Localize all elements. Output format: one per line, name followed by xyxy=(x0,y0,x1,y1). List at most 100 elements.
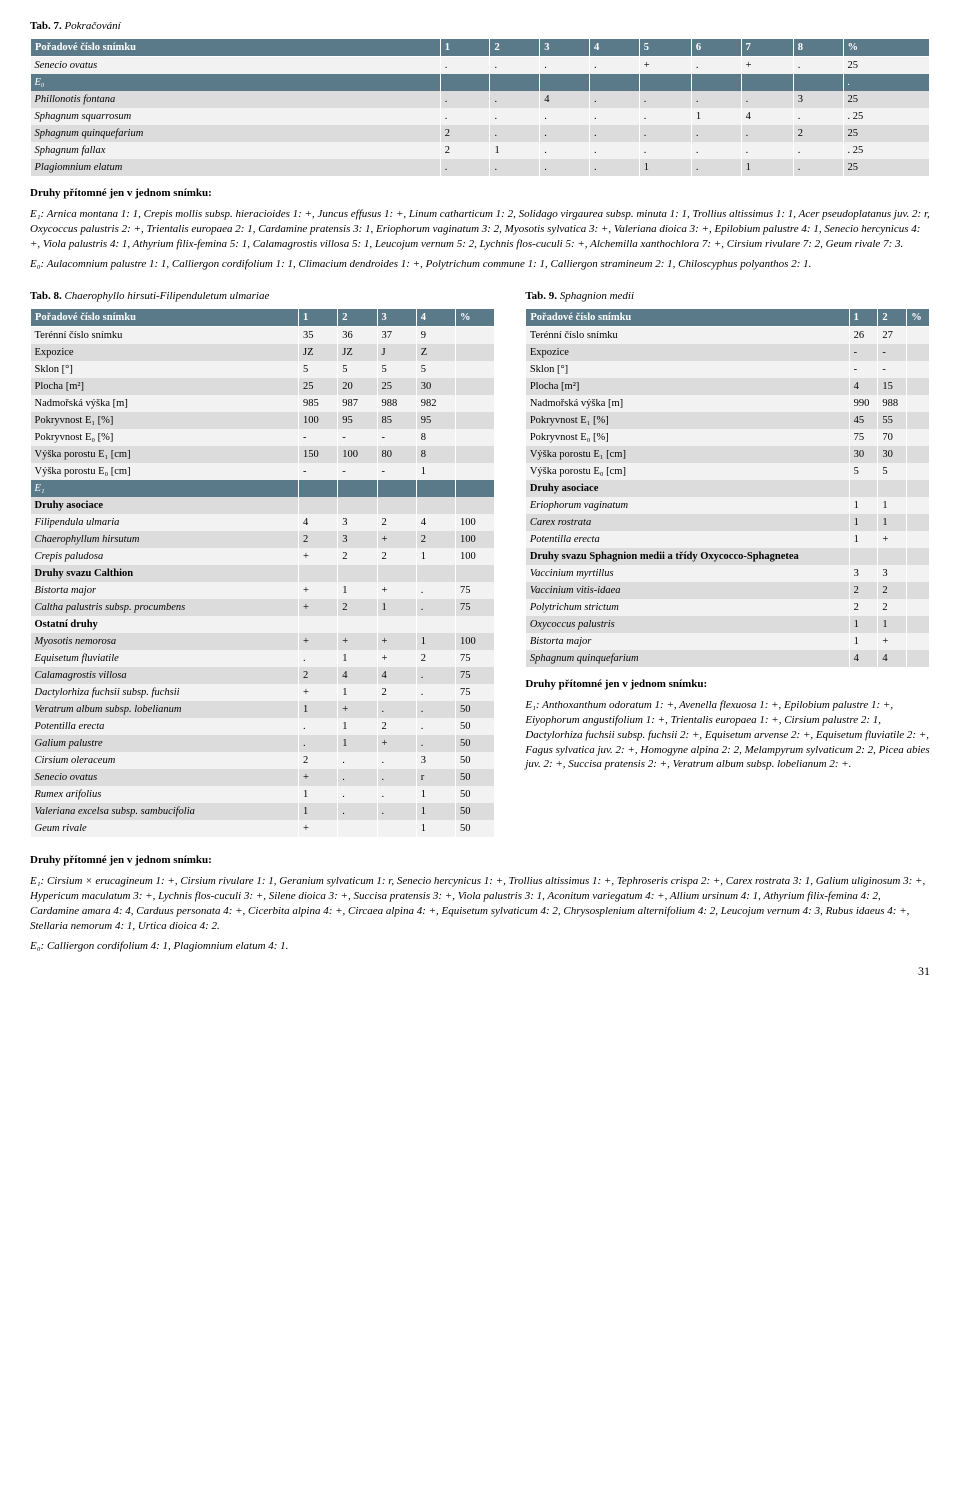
table-cell: . xyxy=(440,159,490,176)
table-cell: . xyxy=(490,91,540,108)
table-cell xyxy=(878,480,907,497)
table-cell: 1 xyxy=(741,159,793,176)
table-cell: 5 xyxy=(416,361,455,378)
table-header-cell: 1 xyxy=(849,309,878,327)
table-cell: . xyxy=(639,125,691,142)
table-row-label: Cirsium oleraceum xyxy=(31,752,299,769)
table-row-label: Nadmořská výška [m] xyxy=(526,395,849,412)
table-row-label: Potentilla erecta xyxy=(31,718,299,735)
table-row: Pokryvnost E₀ [%]---8 xyxy=(31,429,495,446)
table-row: Sklon [°]-- xyxy=(526,361,930,378)
table-cell xyxy=(416,480,455,497)
tab8-caption-rest: Chaerophyllo hirsuti-Filipenduletum ulma… xyxy=(62,290,270,302)
table-cell: 2 xyxy=(338,599,377,616)
table-cell: . xyxy=(691,142,741,159)
page-number: 31 xyxy=(30,964,930,979)
table-cell: 1 xyxy=(416,820,455,837)
table-cell xyxy=(639,74,691,91)
table-cell: 1 xyxy=(298,786,337,803)
table-cell xyxy=(440,74,490,91)
table-cell: 2 xyxy=(416,650,455,667)
table-row: Potentilla erecta1+ xyxy=(526,531,930,548)
table-row: Plocha [m²]415 xyxy=(526,378,930,395)
text3-body2: E₀: Calliergon cordifolium 4: 1, Plagiom… xyxy=(30,939,930,954)
table-cell: 2 xyxy=(298,752,337,769)
table-cell: - xyxy=(298,463,337,480)
table-cell: 50 xyxy=(456,820,495,837)
table-row-label: Bistorta major xyxy=(31,582,299,599)
table-cell: 25 xyxy=(377,378,416,395)
table-cell: 5 xyxy=(338,361,377,378)
table-cell xyxy=(456,565,495,582)
table-cell: r xyxy=(416,769,455,786)
table-cell: . xyxy=(377,752,416,769)
table-cell: 75 xyxy=(456,684,495,701)
table-cell: 3 xyxy=(338,514,377,531)
table-row-label: Terénní číslo snímku xyxy=(31,327,299,345)
table-cell: 2 xyxy=(440,142,490,159)
table-cell: . xyxy=(416,684,455,701)
table-row: Ostatní druhy xyxy=(31,616,495,633)
table-cell: + xyxy=(377,582,416,599)
table-cell: 4 xyxy=(416,514,455,531)
table-header-cell: 1 xyxy=(298,309,337,327)
table-row-label: Valeriana excelsa subsp. sambucifolia xyxy=(31,803,299,820)
table-cell: 2 xyxy=(298,667,337,684)
table-cell: 2 xyxy=(377,514,416,531)
tab9-caption: Tab. 9. Sphagnion medii xyxy=(525,290,930,302)
table-cell: . xyxy=(691,57,741,75)
table-cell: . 25 xyxy=(843,108,930,125)
table-cell xyxy=(907,395,930,412)
table-row-label: Vaccinium vitis-idaea xyxy=(526,582,849,599)
table-cell: 95 xyxy=(416,412,455,429)
table-row-label: Potentilla erecta xyxy=(526,531,849,548)
text1-body2: E₀: Aulacomnium palustre 1: 1, Calliergo… xyxy=(30,257,930,272)
table-row: Druhy asociace xyxy=(526,480,930,497)
table-cell xyxy=(298,565,337,582)
table-row: Eriophorum vaginatum11 xyxy=(526,497,930,514)
table-cell: 1 xyxy=(338,684,377,701)
table-cell: - xyxy=(878,344,907,361)
table-row: Výška porostu E₁ [cm]150100808 xyxy=(31,446,495,463)
table-row-label: Chaerophyllum hirsutum xyxy=(31,531,299,548)
table-cell: . xyxy=(589,108,639,125)
table-cell xyxy=(907,514,930,531)
table-row: Veratrum album subsp. lobelianum1+..50 xyxy=(31,701,495,718)
table-cell: + xyxy=(377,650,416,667)
table-cell: . xyxy=(440,108,490,125)
table-cell: 30 xyxy=(849,446,878,463)
table-cell: 36 xyxy=(338,327,377,345)
table-cell: + xyxy=(878,531,907,548)
tab7-caption-rest: Pokračování xyxy=(62,20,121,32)
table-row: Druhy asociace xyxy=(31,497,495,514)
table-cell: - xyxy=(849,361,878,378)
table-row-label: Pokryvnost E₁ [%] xyxy=(31,412,299,429)
table-cell: . xyxy=(490,159,540,176)
table-header-cell: Pořadové číslo snímku xyxy=(31,309,299,327)
table-cell: . xyxy=(416,667,455,684)
table-cell: 1 xyxy=(849,616,878,633)
table-row: Nadmořská výška [m]990988 xyxy=(526,395,930,412)
table-cell xyxy=(878,548,907,565)
table-cell: + xyxy=(298,769,337,786)
table-cell: 95 xyxy=(338,412,377,429)
table-cell xyxy=(456,463,495,480)
table-cell: . xyxy=(793,142,843,159)
table-row: Valeriana excelsa subsp. sambucifolia1..… xyxy=(31,803,495,820)
table-cell xyxy=(456,361,495,378)
table-cell: - xyxy=(878,361,907,378)
table-cell xyxy=(416,565,455,582)
table-cell: 50 xyxy=(456,786,495,803)
tab7-caption-bold: Tab. 7. xyxy=(30,20,62,32)
table-header-cell: Pořadové číslo snímku xyxy=(31,39,441,57)
table-row: Filipendula ulmaria4324100 xyxy=(31,514,495,531)
table-row: Pokryvnost E₁ [%]100958595 xyxy=(31,412,495,429)
table-row-label: Senecio ovatus xyxy=(31,769,299,786)
table-cell: 50 xyxy=(456,701,495,718)
table-row: Carex rostrata11 xyxy=(526,514,930,531)
text1-heading: Druhy přítomné jen v jednom snímku: xyxy=(30,186,930,201)
table-cell: + xyxy=(298,633,337,650)
table-header-cell: % xyxy=(843,39,930,57)
table-row-label: Bistorta major xyxy=(526,633,849,650)
table-cell: 100 xyxy=(338,446,377,463)
